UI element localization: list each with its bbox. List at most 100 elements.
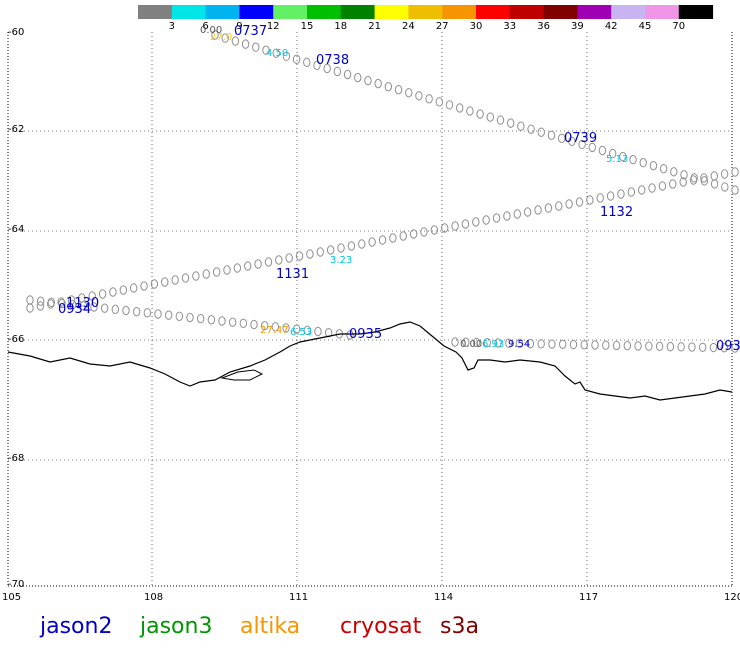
color-scale-label: 42 [604,21,618,32]
color-scale-cell [374,5,409,19]
value-label: 9.54 [508,339,531,350]
track-point [523,207,532,217]
legend-jason2: jason2 [40,614,113,639]
track-point [658,181,667,191]
track-point [264,257,273,267]
value-label: 0.00 [460,339,483,350]
track-point [326,245,335,255]
track-point [67,295,76,305]
y-label-60: -60 [8,27,25,38]
track-point [623,340,632,351]
color-scale-cell [340,5,376,19]
track-point [218,316,226,326]
track-point [689,175,698,185]
track-point [100,303,109,313]
track-point [333,66,342,77]
color-scale-cell [678,5,714,19]
color-scale-label: 70 [672,21,686,32]
track-point [425,94,433,104]
track-point [323,63,331,74]
track-point [639,157,647,168]
track-point [547,130,556,140]
color-scale-label: 3 [168,21,175,32]
color-scale-cell [442,5,477,19]
track-point [506,118,515,128]
y-label-64: -64 [8,224,25,235]
track-point [196,313,205,324]
track-point [688,342,696,352]
track-point [228,317,237,327]
track-point [629,154,637,165]
track-point [295,251,304,261]
track-point [606,191,615,201]
track-point [262,45,270,55]
track-point [346,330,354,340]
track-point [517,121,525,131]
track-point [233,263,242,273]
track-point [244,261,252,271]
track-point [202,269,210,279]
color-scale-cell [239,5,274,19]
track-point [271,322,280,332]
pass-label: 0935 [349,327,383,342]
value-label: 6.93 [482,339,505,350]
track-point [669,179,677,189]
mission-legend: jason2 jason3 altika cryosat s3a [0,614,740,644]
track-point [591,340,599,350]
track-point [617,189,625,199]
color-scale-cell [509,5,545,19]
track-point [476,109,484,119]
color-scale-label: 6 [202,21,209,32]
x-label-105: 105 [2,592,22,603]
color-scale-label: 30 [469,21,483,32]
value-label: 5.13 [606,154,629,165]
track-point [90,302,98,312]
track-point [231,36,240,46]
track-point [252,42,260,52]
track-point [394,85,403,95]
track-point [221,33,229,43]
track-point [698,342,707,353]
track-point [430,225,439,235]
track-point [119,285,128,295]
track-point [343,69,352,80]
track-point [275,255,283,265]
track-point [303,325,312,336]
x-label-114: 114 [434,592,454,603]
color-scale-cell [307,5,342,19]
track-point [314,326,322,337]
track-point [710,179,719,189]
track-point [451,337,459,347]
track-point [515,338,524,349]
x-label-117: 117 [579,592,599,603]
track-point [292,324,301,334]
track-point [374,78,382,89]
color-scale-bar [138,5,714,19]
track-point [731,167,739,177]
value-label: 3.23 [330,255,353,266]
track-point [384,81,393,92]
grid [8,32,732,586]
track-point [389,233,397,243]
track-point [710,171,718,181]
track-point [492,213,501,223]
track-point [175,311,184,322]
track-point [655,341,664,352]
track-point [537,127,545,137]
track-point [292,54,301,65]
track-point [578,139,586,150]
track-point [666,341,675,352]
value-label: 0.00 [200,25,223,36]
track-point [181,273,190,283]
track-point [608,148,617,159]
track-point [462,337,470,347]
track-point [558,339,567,350]
track-point [98,289,107,299]
track-point [677,342,685,352]
color-scale-label: 9 [236,21,243,32]
track-point [186,312,194,323]
track-point [88,291,96,301]
track-descending [211,30,739,195]
track-point [347,241,356,251]
